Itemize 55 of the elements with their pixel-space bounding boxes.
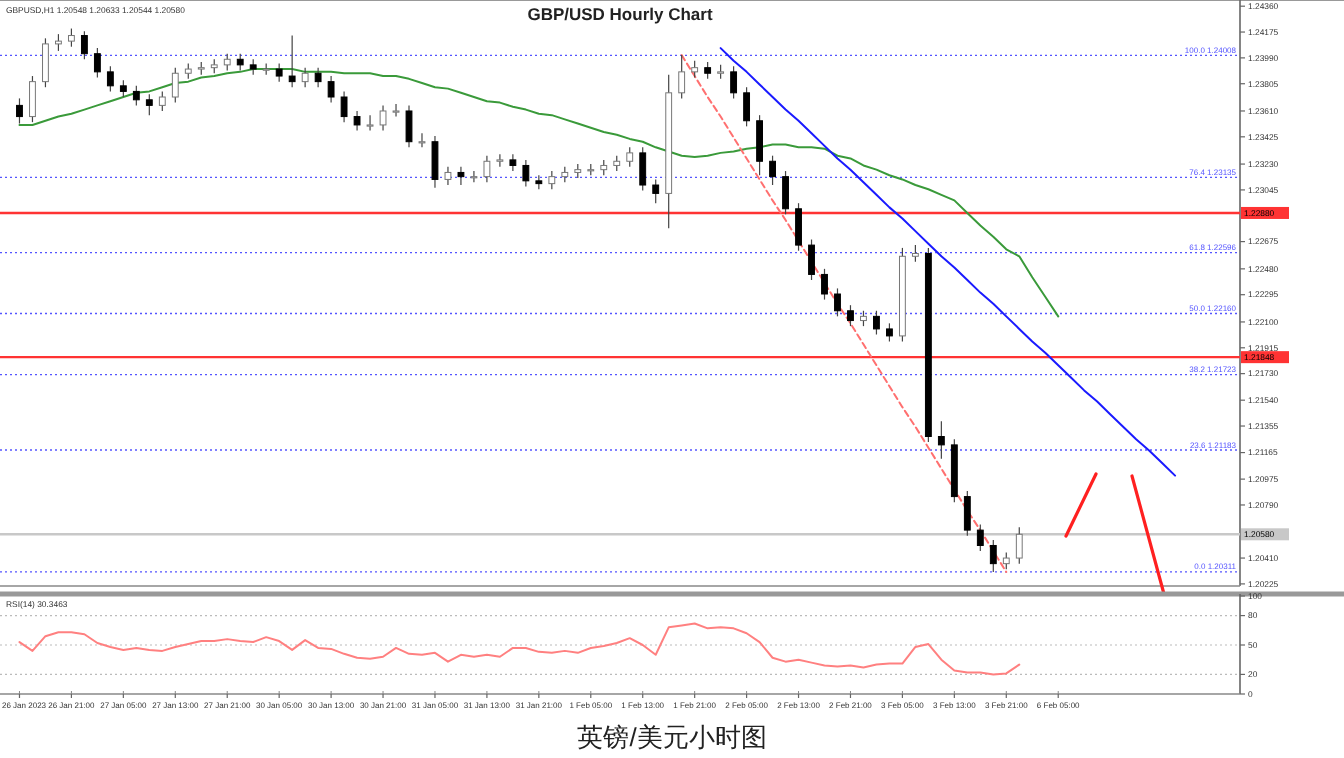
candlestick [93, 47, 101, 79]
annotation: 英镑/美元小时图 [577, 722, 767, 752]
candlestick [886, 322, 893, 343]
candlestick [808, 238, 815, 281]
candlestick [496, 153, 504, 168]
candlestick [275, 62, 283, 83]
candlestick [548, 170, 556, 190]
candlestick [626, 146, 634, 168]
candlestick [639, 146, 647, 192]
candlestick [158, 90, 166, 112]
candlestick [834, 287, 841, 317]
candlestick [976, 523, 984, 552]
candlestick [457, 166, 465, 186]
candlestick [314, 67, 322, 88]
candlestick [145, 93, 153, 116]
candlestick [937, 420, 945, 460]
candlestick [29, 75, 36, 123]
candlestick [963, 490, 971, 537]
candlestick [509, 153, 517, 172]
candlestick [795, 202, 802, 252]
candlestick [42, 37, 49, 88]
candlestick [106, 65, 114, 93]
candlestick [353, 110, 361, 132]
candlestick [405, 104, 413, 148]
candlestick [340, 90, 348, 123]
candlestick [444, 166, 452, 186]
candlestick [301, 67, 309, 88]
candlestick [392, 103, 400, 118]
candlestick [1015, 526, 1023, 565]
candlestick [769, 155, 776, 186]
candlestick [873, 310, 880, 336]
candlestick [730, 65, 738, 99]
candlestick [171, 67, 179, 104]
title: GBP/USD Hourly Chart [527, 4, 713, 24]
candlestick [782, 170, 789, 215]
candlestick [288, 34, 296, 88]
candlestick [483, 155, 491, 183]
candlestick [16, 97, 23, 125]
candlestick [379, 104, 387, 132]
candlestick [327, 75, 335, 104]
candlestick [821, 268, 828, 301]
candlestick [847, 304, 854, 327]
candlestick [756, 114, 763, 176]
candlestick [522, 159, 530, 188]
candlestick [652, 178, 660, 204]
candlestick [67, 27, 75, 48]
candlestick [132, 85, 140, 106]
candlestick [418, 132, 426, 148]
candlestick [678, 54, 686, 99]
candlestick [743, 86, 751, 127]
candlestick [431, 135, 439, 189]
candlestick [80, 30, 88, 60]
candlestick [989, 539, 997, 573]
candlestick [470, 170, 478, 183]
candlestick [366, 114, 374, 132]
